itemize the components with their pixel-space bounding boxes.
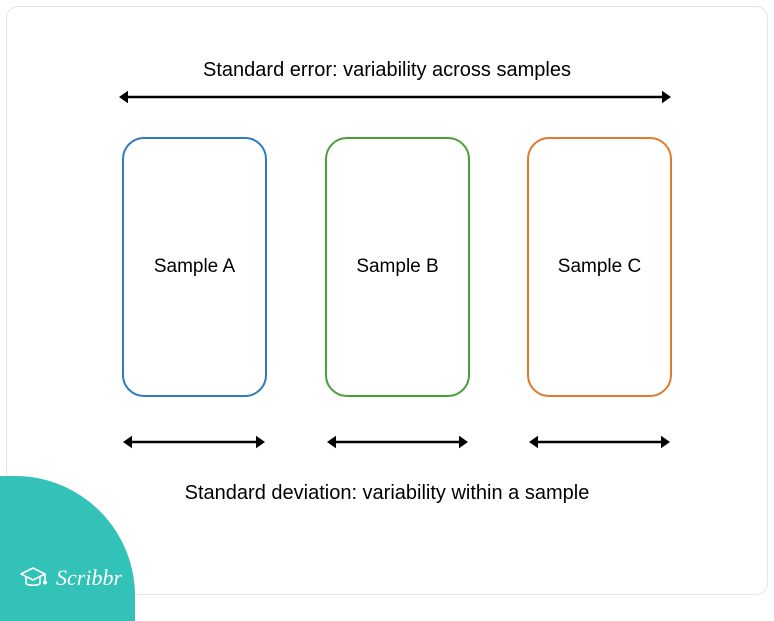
graduation-cap-icon [18,563,48,593]
bottom-arrows [7,7,774,608]
bottom-label: Standard deviation: variability within a… [7,482,767,505]
brand-name: Scribbr [56,565,122,591]
diagram-frame: Standard error: variability across sampl… [6,6,768,595]
